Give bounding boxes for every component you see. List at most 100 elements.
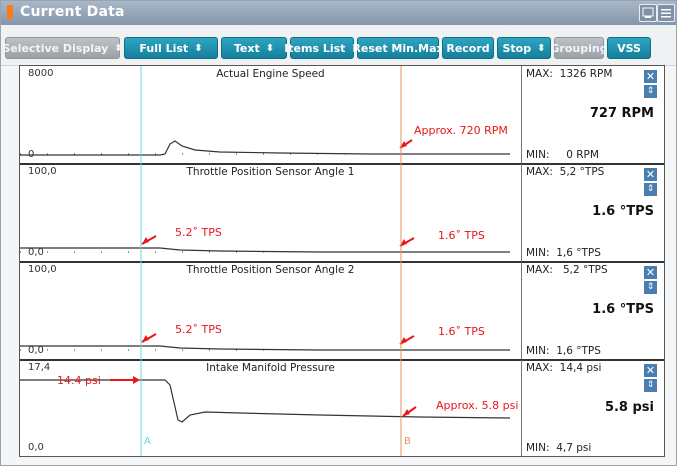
reset-min-max-button[interactable]: Reset Min.Max	[352, 37, 444, 59]
annotation-label: Approx. 5.8 psi	[436, 399, 519, 412]
updown-arrow-icon[interactable]: ⇕	[644, 183, 657, 196]
graph-canvas	[20, 333, 521, 351]
arrow-head-icon	[400, 337, 407, 344]
graph-canvas	[20, 235, 521, 253]
window-icon	[7, 5, 13, 19]
full-list-dropdown[interactable]: Full List ⬍	[124, 37, 218, 59]
max-value: MAX: 5,2 °TPS	[526, 166, 605, 178]
max-value: MAX: 1326 RPM	[526, 68, 613, 80]
current-value: 5.8 psi	[604, 400, 654, 415]
toolbar: Selective Display ⬍ Full List ⬍ Text ⬍ Item…	[1, 25, 676, 66]
data-line	[20, 345, 510, 351]
grouping-button[interactable]: Grouping	[550, 37, 608, 59]
close-icon[interactable]: ✕	[644, 168, 657, 181]
graph-panel-engine-speed: 8000 0 Actual Engine Speed Approx. 720 R…	[20, 66, 664, 165]
text-label: Text	[233, 41, 260, 55]
items-list-dropdown[interactable]: Items List ⬍	[284, 37, 360, 59]
plot-area[interactable]: 100,0 0,0 Throttle Position Sensor Angle…	[20, 164, 522, 261]
plot-area[interactable]: 8000 0 Actual Engine Speed Approx. 720 R…	[20, 66, 522, 163]
title-bar: Current Data	[1, 1, 676, 25]
text-dropdown[interactable]: Text ⬍	[221, 37, 287, 59]
data-line	[20, 140, 510, 156]
min-value: MIN: 4,7 psi	[526, 442, 592, 454]
close-icon[interactable]: ✕	[644, 364, 657, 377]
annotation-label: 5.2˚ TPS	[175, 226, 222, 239]
data-line	[20, 247, 510, 253]
graph-title: Throttle Position Sensor Angle 2	[186, 264, 355, 276]
arrow-head-icon	[400, 141, 407, 148]
stop-label: Stop	[502, 41, 532, 55]
scale-max-label: 8000	[28, 68, 54, 79]
value-panel: MAX: 14,4 psi 5.8 psi MIN: 4,7 psi ✕ ⇕	[522, 360, 664, 456]
reset-min-max-label: Reset Min.Max	[352, 41, 444, 55]
graph-panel-manifold-pressure: 17,4 0,0 Intake Manifold Pressure 14.4 p…	[20, 360, 664, 456]
value-panel: MAX: 1326 RPM 727 RPM MIN: 0 RPM ✕ ⇕	[522, 66, 664, 163]
graph-panel-tps-2: 100,0 0,0 Throttle Position Sensor Angle…	[20, 262, 664, 361]
min-value: MIN: 1,6 °TPS	[526, 247, 601, 259]
stop-dropdown[interactable]: Stop ⬍	[497, 37, 551, 59]
scale-min-label: 0,0	[28, 247, 44, 258]
scale-max-label: 100,0	[28, 166, 57, 177]
full-list-label: Full List	[139, 41, 189, 55]
graph-panel-tps-1: 100,0 0,0 Throttle Position Sensor Angle…	[20, 164, 664, 263]
settings-icon[interactable]	[639, 4, 657, 22]
current-value: 1.6 °TPS	[592, 204, 654, 219]
data-line	[20, 379, 511, 423]
updown-arrow-icon[interactable]: ⇕	[644, 85, 657, 98]
chevron-updown-icon: ⬍	[265, 42, 275, 54]
min-value: MIN: 0 RPM	[526, 149, 599, 161]
chevron-updown-icon: ⬍	[194, 42, 203, 54]
updown-arrow-icon[interactable]: ⇕	[644, 281, 657, 294]
max-value: MAX: 14,4 psi	[526, 362, 602, 374]
current-value: 727 RPM	[589, 106, 654, 121]
plot-area[interactable]: 100,0 0,0 Throttle Position Sensor Angle…	[20, 262, 522, 359]
items-list-label: Items List	[284, 41, 346, 55]
annotation-label: 1.6˚ TPS	[438, 229, 485, 242]
annotation-label: 5.2˚ TPS	[175, 323, 222, 336]
scale-max-label: 17,4	[28, 362, 51, 373]
annotation-label: Approx. 720 RPM	[414, 124, 508, 137]
scale-min-label: 0,0	[28, 442, 44, 453]
graph-canvas	[20, 139, 521, 156]
record-button[interactable]: Record	[442, 37, 494, 59]
value-panel: MAX: 5,2 °TPS 1.6 °TPS MIN: 1,6 °TPS ✕ ⇕	[522, 262, 664, 359]
arrow-head-icon	[403, 409, 410, 416]
chevron-updown-icon: ⬍	[537, 42, 546, 54]
menu-glyph	[661, 9, 671, 18]
vss-label: VSS	[617, 41, 641, 55]
grouping-label: Grouping	[550, 41, 608, 55]
graph-title: Throttle Position Sensor Angle 1	[186, 166, 355, 178]
selective-display-label: Selective Display	[2, 41, 109, 55]
annotation-label: 14.4 psi	[57, 374, 101, 387]
graph-title: Actual Engine Speed	[216, 68, 325, 80]
max-value: MAX: 5,2 °TPS	[526, 264, 608, 276]
chevron-updown-icon: ⬍	[114, 42, 123, 54]
cursor-b-label: B	[404, 436, 411, 447]
updown-arrow-icon[interactable]: ⇕	[644, 379, 657, 392]
settings-glyph	[642, 7, 654, 18]
plot-area[interactable]: 17,4 0,0 Intake Manifold Pressure 14.4 p…	[20, 360, 522, 456]
scale-min-label: 0,0	[28, 345, 44, 356]
close-icon[interactable]: ✕	[644, 266, 657, 279]
arrow-head-icon	[142, 335, 149, 342]
annotation-label: 1.6˚ TPS	[438, 325, 485, 338]
close-icon[interactable]: ✕	[644, 70, 657, 83]
current-value: 1.6 °TPS	[592, 302, 654, 317]
record-label: Record	[446, 41, 490, 55]
graph-area: 8000 0 Actual Engine Speed Approx. 720 R…	[19, 65, 665, 457]
value-panel: MAX: 5,2 °TPS 1.6 °TPS MIN: 1,6 °TPS ✕ ⇕	[522, 164, 664, 261]
menu-icon[interactable]	[657, 4, 675, 22]
vss-button[interactable]: VSS	[607, 37, 651, 59]
arrow-head-icon	[142, 237, 149, 244]
scale-max-label: 100,0	[28, 264, 57, 275]
arrow-head-icon	[400, 239, 407, 246]
cursor-a-label: A	[144, 436, 151, 447]
graph-title: Intake Manifold Pressure	[206, 362, 335, 374]
graph-canvas	[20, 376, 511, 423]
window-title: Current Data	[20, 4, 125, 20]
arrow-head-icon	[133, 376, 140, 384]
min-value: MIN: 1,6 °TPS	[526, 345, 601, 357]
selective-display-dropdown[interactable]: Selective Display ⬍	[2, 37, 123, 59]
chevron-updown-icon: ⬍	[351, 42, 360, 54]
